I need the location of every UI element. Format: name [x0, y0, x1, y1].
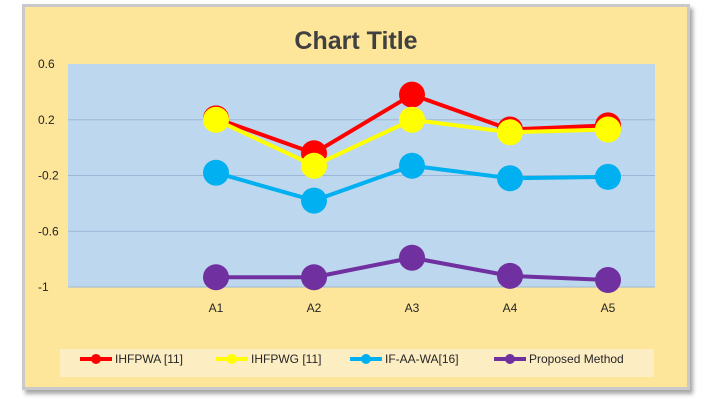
- data-point: [497, 119, 523, 146]
- legend-label: IHFPWG [11]: [251, 352, 321, 366]
- data-point: [301, 264, 327, 291]
- legend-label: IHFPWA [11]: [115, 352, 183, 366]
- data-point: [203, 264, 229, 291]
- series-if-aa-wa-16-: [203, 152, 621, 214]
- data-point: [301, 152, 327, 179]
- data-point: [595, 267, 621, 294]
- x-tick-label: A5: [601, 301, 616, 315]
- data-point: [399, 152, 425, 179]
- y-tick-label: -1: [38, 280, 49, 294]
- data-point: [203, 106, 229, 133]
- data-point: [595, 116, 621, 143]
- data-point: [399, 81, 425, 108]
- legend-label: IF-AA-WA[16]: [385, 352, 459, 366]
- legend-marker: [361, 354, 371, 364]
- series-layer: [203, 81, 621, 294]
- data-point: [301, 187, 327, 214]
- x-tick-label: A3: [405, 301, 420, 315]
- y-tick-label: -0.2: [38, 169, 59, 183]
- legend-item: IHFPWA [11]: [80, 352, 183, 366]
- chart-title: Chart Title: [294, 27, 418, 55]
- x-axis: A1 A2 A3 A4 A5: [209, 301, 616, 315]
- data-point: [203, 159, 229, 186]
- x-tick-label: A1: [209, 301, 224, 315]
- data-point: [399, 244, 425, 271]
- series-proposed-method: [203, 244, 621, 294]
- legend-box: [60, 349, 654, 377]
- legend-label: Proposed Method: [529, 352, 624, 366]
- legend-marker: [505, 354, 515, 364]
- legend-item: Proposed Method: [494, 352, 624, 366]
- legend-item: IF-AA-WA[16]: [350, 352, 459, 366]
- x-tick-label: A4: [503, 301, 518, 315]
- y-tick-label: -0.6: [38, 224, 59, 238]
- plot-area: [68, 64, 655, 288]
- y-tick-label: 0.6: [38, 57, 55, 71]
- legend-item: IHFPWG [11]: [216, 352, 321, 366]
- y-axis: 0.6 0.2 -0.2 -0.6 -1: [38, 57, 59, 294]
- data-point: [497, 262, 523, 289]
- data-point: [595, 163, 621, 190]
- legend: IHFPWA [11] IHFPWG [11] IF-AA-WA[16] Propos…: [80, 352, 624, 366]
- legend-marker: [91, 354, 101, 364]
- data-point: [399, 106, 425, 133]
- legend-marker: [227, 354, 237, 364]
- y-tick-label: 0.2: [38, 113, 55, 127]
- x-tick-label: A2: [307, 301, 322, 315]
- data-point: [497, 165, 523, 192]
- series-ihfpwg-11-: [203, 106, 621, 179]
